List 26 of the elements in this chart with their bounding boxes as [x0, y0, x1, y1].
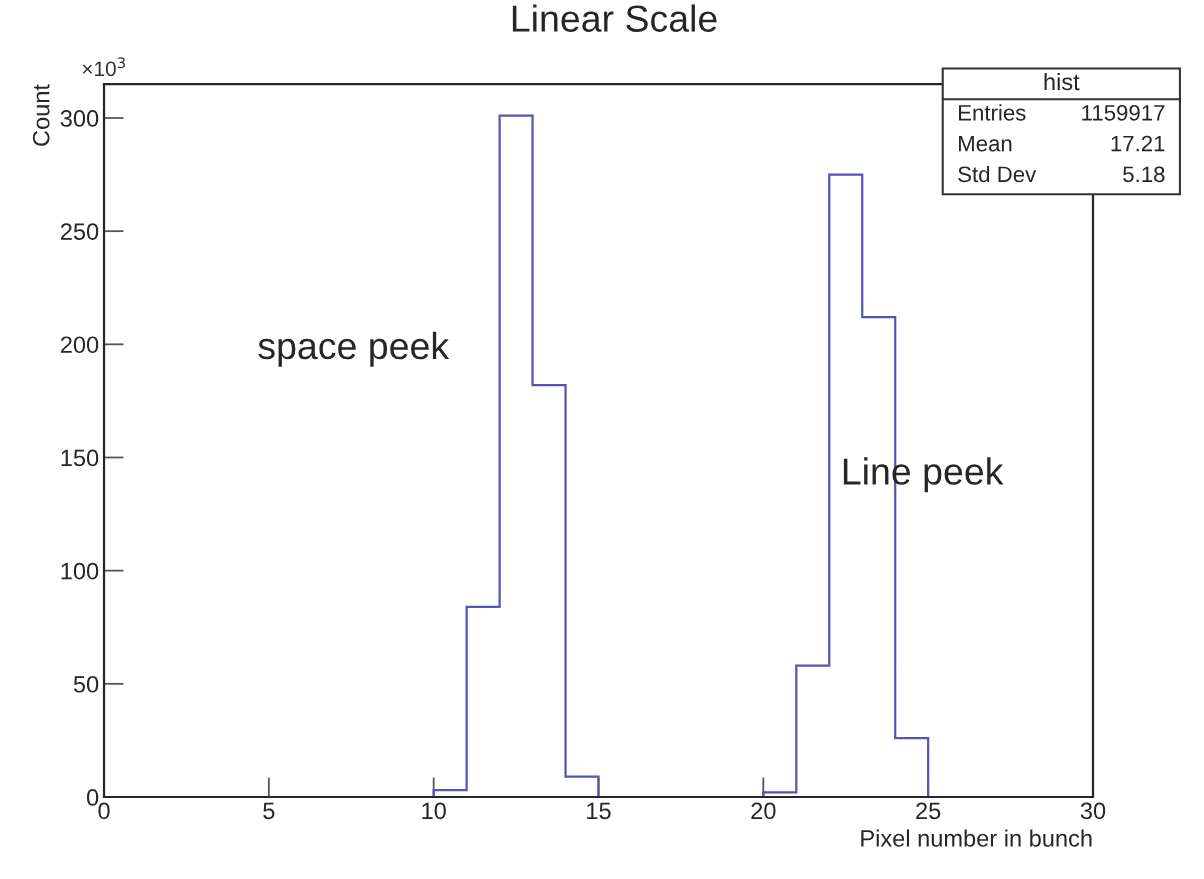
y-tick-label: 50: [73, 675, 99, 693]
annotation: space peek: [258, 331, 450, 367]
x-tick-label: 30: [1080, 802, 1106, 820]
x-tick-label: 10: [422, 802, 446, 820]
x-tick-label: 0: [98, 802, 110, 820]
text: ×10$^{3}$: [82, 57, 125, 77]
y-tick-label: 250: [60, 223, 99, 240]
y-tick-label: 150: [61, 449, 99, 467]
chart-title: Linear Scale: [512, 4, 717, 32]
x-tick-label: 25: [916, 802, 941, 820]
y-tick-label: 0: [86, 789, 99, 806]
annotation: 1159917: [1082, 104, 1165, 121]
annotation: Entries: [959, 104, 1026, 121]
text: 17.21: [1111, 135, 1165, 152]
annotation: Std Dev: [958, 165, 1037, 183]
annotation: hist: [1044, 72, 1080, 91]
x-tick-label: 15: [587, 802, 611, 820]
y-axis-title: Count: [32, 84, 50, 146]
y-tick-label: 100: [61, 562, 99, 580]
y-tick-label: 200: [60, 336, 99, 354]
annotation: Mean: [959, 135, 1012, 152]
x-axis-title: Pixel number in bunch: [861, 829, 1092, 847]
text: 5.18: [1123, 166, 1165, 183]
y-tick-label: 300: [60, 110, 99, 127]
x-tick-label: 20: [751, 802, 776, 820]
x-tick-label: 5: [263, 802, 275, 820]
